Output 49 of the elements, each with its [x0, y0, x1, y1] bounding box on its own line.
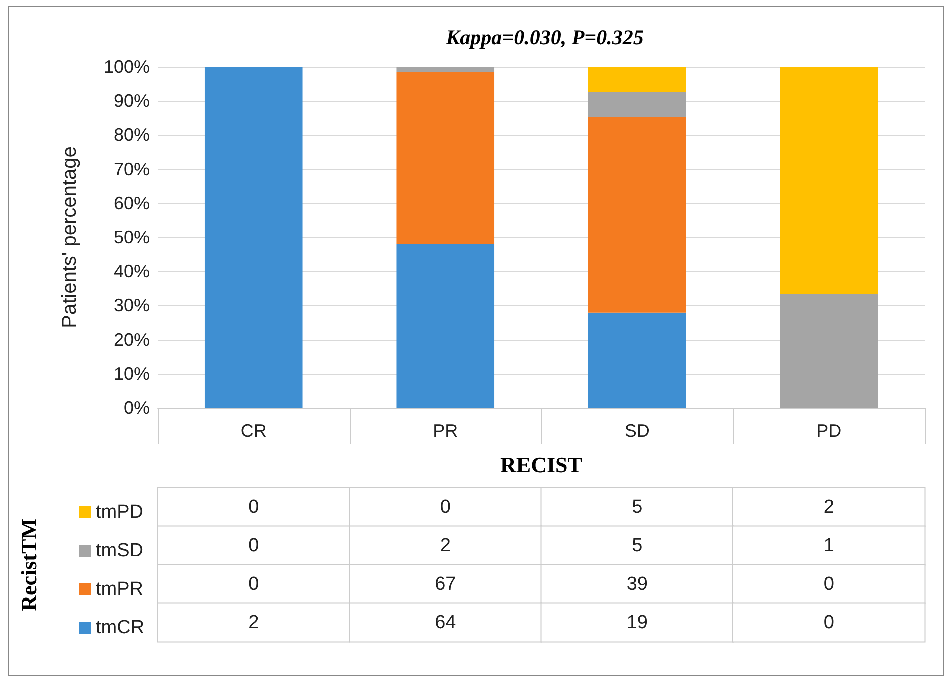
bar — [396, 67, 495, 72]
data-label: 5 — [632, 535, 643, 556]
x-tick-label: CR — [240, 421, 267, 441]
y-axis-title: Patients' percentage — [59, 146, 81, 328]
y-tick-label: 80% — [114, 125, 150, 146]
bar — [588, 312, 686, 408]
data-label: 0 — [440, 496, 451, 518]
data-label: 0 — [824, 574, 834, 595]
y-tick-label: 70% — [114, 159, 150, 180]
y-tick-label: 60% — [114, 193, 150, 214]
bar — [588, 67, 686, 92]
legend-label: tmCR — [96, 618, 145, 638]
data-label: 2 — [248, 612, 260, 634]
x-axis-title: RECIST — [500, 452, 583, 478]
data-label: 0 — [824, 612, 834, 634]
data-label: 0 — [248, 535, 260, 556]
y-axis-title: RecistTM — [16, 518, 42, 612]
y-tick-label: 40% — [114, 262, 150, 282]
y-tick-label: 20% — [114, 330, 150, 350]
data-label: 0 — [248, 574, 260, 595]
data-label: 5 — [632, 496, 643, 518]
bar — [396, 244, 495, 408]
data-label: 2 — [824, 496, 834, 518]
bar — [396, 72, 495, 244]
x-tick-label: PD — [816, 421, 842, 441]
data-label: 64 — [435, 612, 457, 634]
y-tick-label: 0% — [124, 398, 150, 418]
legend-label: tmSD — [96, 540, 144, 562]
data-label: 0 — [248, 496, 260, 518]
y-tick-label: 10% — [114, 364, 150, 384]
legend-label: tmPD — [96, 502, 144, 523]
bar — [780, 294, 878, 408]
x-tick-label: SD — [624, 421, 650, 441]
y-tick-label: 100% — [104, 57, 150, 77]
y-tick-label: 90% — [114, 91, 150, 112]
legend-label: tmPR — [96, 579, 144, 600]
data-label: 39 — [626, 574, 648, 595]
data-label: 1 — [824, 535, 834, 556]
bar — [780, 67, 878, 294]
y-tick-label: 50% — [114, 228, 150, 248]
x-tick-label: PR — [433, 421, 458, 441]
bar — [204, 67, 303, 408]
data-label: 19 — [626, 612, 648, 634]
data-label: 2 — [440, 535, 451, 556]
data-label: 67 — [435, 574, 456, 595]
y-tick-label: 30% — [114, 296, 150, 316]
chart-title: Kappa=0.030, P=0.325 — [445, 26, 644, 50]
bar — [588, 92, 686, 118]
bar — [588, 117, 686, 313]
